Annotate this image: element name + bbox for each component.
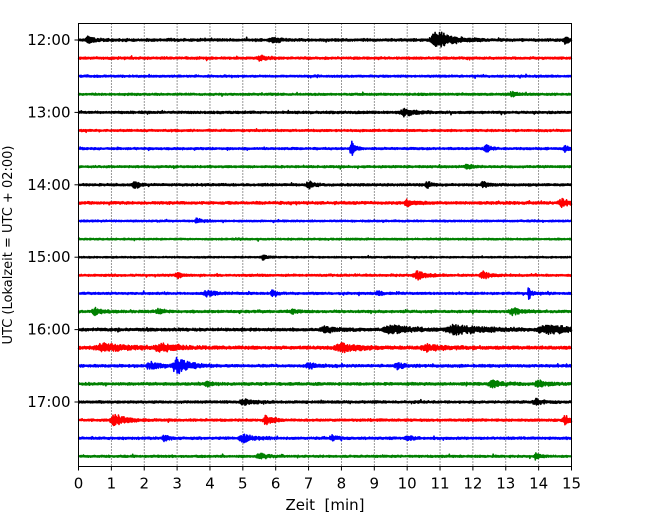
seismic-trace [77, 356, 573, 375]
seismic-trace [77, 128, 573, 134]
y-tick-label: 12:00 [27, 31, 70, 49]
x-tick-label: 14 [529, 475, 548, 493]
seismic-trace [77, 73, 573, 79]
y-tick-label: 14:00 [27, 176, 70, 194]
trace-group [77, 31, 573, 461]
seismic-trace [77, 197, 573, 209]
x-tick-label: 11 [430, 475, 449, 493]
seismic-trace [77, 107, 573, 118]
seismic-trace [77, 270, 573, 281]
seismic-trace [77, 379, 573, 389]
x-axis-ticks: 0 1 2 3 4 5 6 7 8 9 10 11 12 13 14 15 [74, 466, 581, 493]
seismic-trace [77, 217, 573, 224]
y-tick-label: 17:00 [27, 393, 70, 411]
seismic-trace [77, 31, 573, 48]
plot-frame [78, 23, 572, 467]
seismic-trace [77, 452, 573, 461]
x-tick-label: 10 [398, 475, 417, 493]
seismic-trace [77, 180, 573, 190]
seismic-trace [77, 413, 573, 427]
seismic-trace [77, 433, 573, 444]
seismic-trace [77, 342, 573, 354]
x-tick-label: 12 [463, 475, 482, 493]
x-tick-label: 2 [139, 475, 149, 493]
x-axis-label: Zeit [min] [285, 496, 364, 514]
x-tick-label: 9 [370, 475, 380, 493]
x-tick-label: 8 [337, 475, 347, 493]
x-tick-label: 15 [562, 475, 581, 493]
seismic-trace [77, 237, 573, 242]
seismic-trace [77, 90, 573, 98]
y-tick-label: 15:00 [27, 248, 70, 266]
x-tick-label: 5 [238, 475, 248, 493]
x-tick-label: 3 [172, 475, 182, 493]
seismic-trace [77, 287, 573, 301]
x-tick-label: 4 [205, 475, 215, 493]
y-axis-label: UTC (Lokalzeit = UTC + 02:00) [1, 146, 16, 345]
vertical-grid [110, 23, 540, 467]
seismic-trace [77, 306, 573, 317]
y-tick-label: 16:00 [27, 321, 70, 339]
seismic-trace [77, 254, 573, 261]
seismic-trace [77, 163, 573, 170]
x-tick-label: 0 [74, 475, 84, 493]
seismic-trace [77, 397, 573, 407]
y-axis-ticks: 12:00 13:00 14:00 15:00 16:00 17:00 [27, 31, 79, 411]
x-tick-label: 6 [271, 475, 281, 493]
seismic-trace [77, 323, 573, 336]
seismic-trace [77, 54, 573, 62]
x-tick-label: 1 [107, 475, 117, 493]
y-tick-label: 13:00 [27, 103, 70, 121]
x-tick-label: 13 [496, 475, 515, 493]
x-tick-label: 7 [304, 475, 314, 493]
seismic-trace [77, 140, 573, 156]
